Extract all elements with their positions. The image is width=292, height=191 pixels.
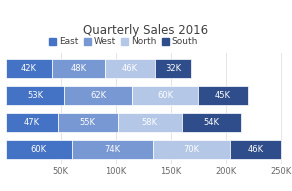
Bar [153, 140, 230, 159]
Text: 46K: 46K [122, 64, 138, 73]
Text: 54K: 54K [204, 118, 219, 127]
Text: 46K: 46K [247, 145, 263, 154]
Bar [230, 140, 281, 159]
Text: 55K: 55K [80, 118, 96, 127]
Text: 62K: 62K [90, 91, 106, 100]
Bar [132, 86, 198, 105]
Bar [6, 113, 58, 132]
Bar [105, 59, 155, 78]
Bar [6, 140, 72, 159]
Bar [182, 113, 241, 132]
Text: 47K: 47K [24, 118, 40, 127]
Text: 53K: 53K [27, 91, 43, 100]
Bar [198, 86, 248, 105]
Title: Quarterly Sales 2016: Quarterly Sales 2016 [84, 24, 208, 37]
Text: 45K: 45K [215, 91, 231, 100]
Bar [64, 86, 132, 105]
Text: 42K: 42K [21, 64, 37, 73]
Text: 60K: 60K [31, 145, 47, 154]
Bar [58, 113, 118, 132]
Text: 70K: 70K [184, 145, 200, 154]
Bar [6, 59, 52, 78]
Bar [6, 86, 64, 105]
Text: 48K: 48K [70, 64, 86, 73]
Bar [155, 59, 190, 78]
Bar [52, 59, 105, 78]
Text: 32K: 32K [165, 64, 181, 73]
Text: 60K: 60K [157, 91, 173, 100]
Bar [72, 140, 153, 159]
Legend: East, West, North, South: East, West, North, South [45, 34, 202, 50]
Text: 58K: 58K [142, 118, 158, 127]
Bar [118, 113, 182, 132]
Text: 74K: 74K [105, 145, 121, 154]
